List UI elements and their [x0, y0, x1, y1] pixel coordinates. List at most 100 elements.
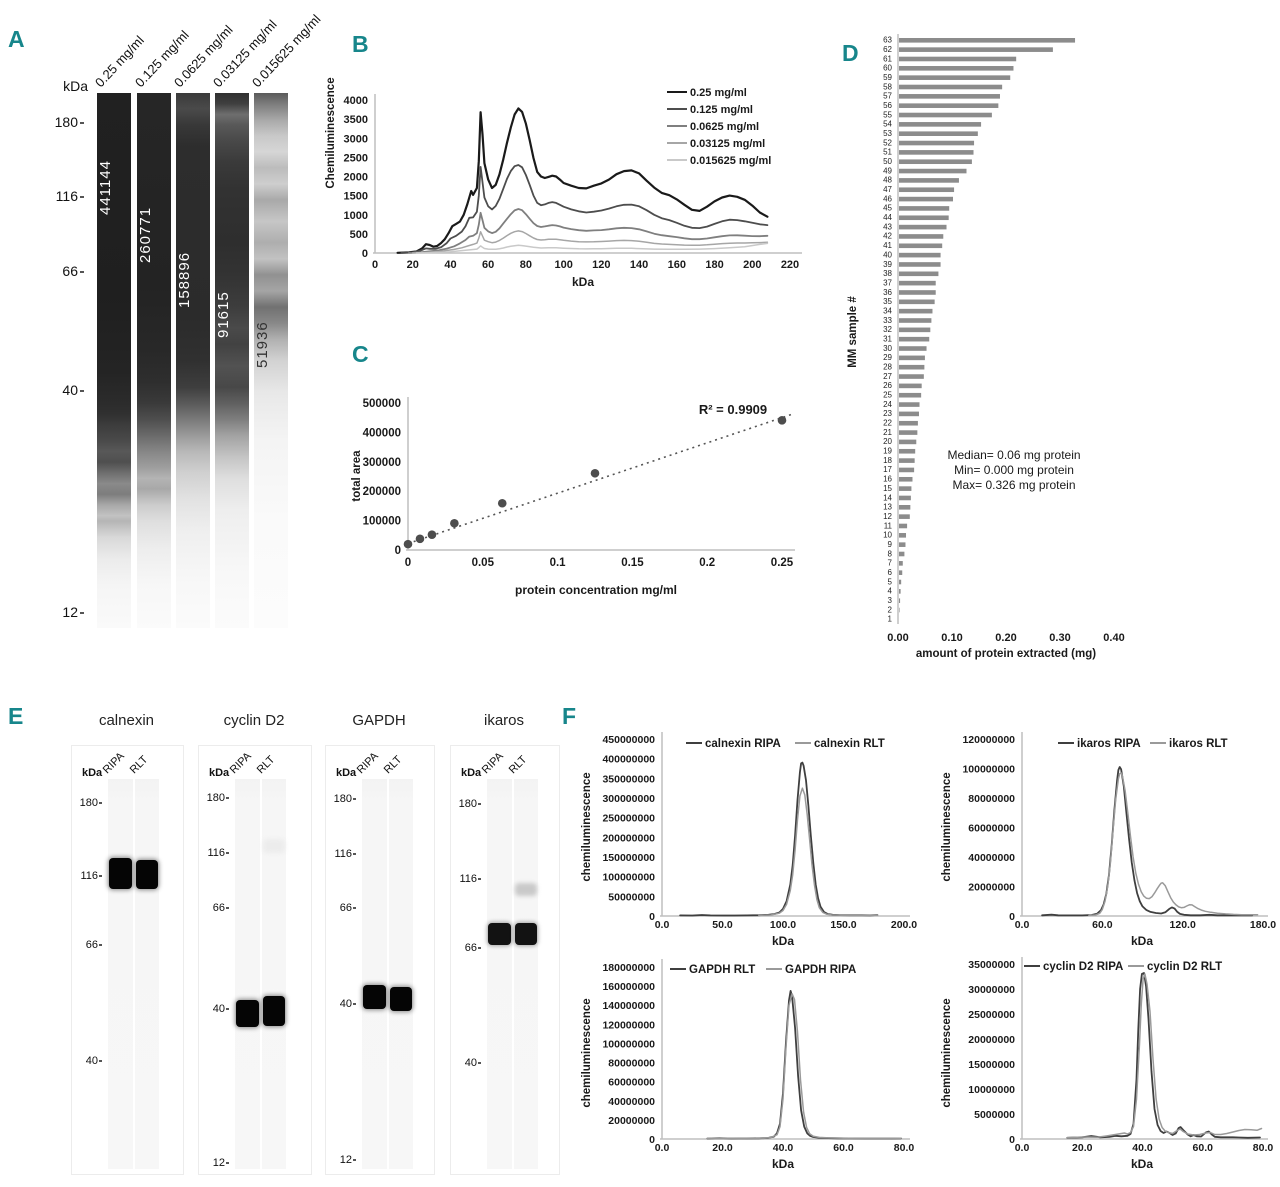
svg-text:GAPDH RLT: GAPDH RLT [689, 964, 755, 976]
svg-text:5000000: 5000000 [974, 1109, 1015, 1121]
svg-text:17: 17 [883, 465, 892, 474]
svg-text:26: 26 [883, 381, 892, 390]
svg-text:0.0: 0.0 [1015, 919, 1030, 931]
blot-cyclin-d2: kDa 180 116 66 40 12 RIPA RLT [198, 745, 312, 1175]
svg-text:54: 54 [883, 120, 892, 129]
svg-text:chemiluminescence: chemiluminescence [941, 998, 953, 1107]
mw-marker-116: 116 [328, 847, 356, 861]
svg-text:0.2: 0.2 [699, 557, 715, 569]
svg-text:300000000: 300000000 [602, 793, 655, 805]
panel-e-letter: E [8, 703, 24, 729]
svg-text:ikaros RIPA: ikaros RIPA [1077, 738, 1141, 750]
mw-marker-66: 66 [74, 938, 102, 952]
svg-text:32: 32 [883, 325, 892, 334]
mw-marker-180: 180 [453, 797, 481, 811]
svg-text:120.0: 120.0 [1170, 919, 1196, 931]
svg-text:protein concentration mg/ml: protein concentration mg/ml [515, 583, 677, 597]
svg-text:200: 200 [743, 259, 761, 271]
svg-text:chemiluminescence: chemiluminescence [941, 772, 953, 881]
svg-text:25000000: 25000000 [968, 1009, 1015, 1021]
svg-text:0.30: 0.30 [1049, 632, 1070, 644]
lane-area-value: 91615 [215, 291, 232, 339]
lane-header-ripa: RIPA [479, 750, 506, 777]
svg-text:45: 45 [883, 204, 892, 213]
marker-tick [80, 271, 84, 274]
svg-text:28: 28 [883, 363, 892, 372]
svg-text:160: 160 [668, 259, 686, 271]
panel-c-letter: C [352, 341, 369, 367]
svg-text:20.0: 20.0 [1072, 1142, 1093, 1154]
svg-text:0: 0 [649, 1134, 655, 1146]
svg-text:kDa: kDa [1131, 1157, 1153, 1171]
svg-text:50: 50 [883, 157, 892, 166]
svg-text:140000000: 140000000 [602, 1000, 655, 1012]
svg-text:2: 2 [888, 605, 893, 614]
gel-lane-2: 260771 [137, 93, 171, 628]
svg-text:35: 35 [883, 297, 892, 306]
svg-text:0.0: 0.0 [655, 1142, 670, 1154]
svg-text:0.05: 0.05 [472, 557, 495, 569]
svg-text:20000000: 20000000 [968, 1034, 1015, 1046]
svg-text:140: 140 [630, 259, 648, 271]
svg-text:0.1: 0.1 [550, 557, 567, 569]
svg-text:0.10: 0.10 [941, 632, 962, 644]
faint-band [263, 839, 285, 853]
mw-marker-180: 180 [44, 114, 84, 130]
svg-text:0: 0 [405, 557, 411, 569]
svg-text:12: 12 [883, 512, 892, 521]
svg-text:160000000: 160000000 [602, 981, 655, 993]
kda-unit-label: kDa [336, 767, 357, 779]
svg-text:3000: 3000 [344, 133, 368, 145]
svg-text:400000: 400000 [363, 427, 401, 439]
svg-text:200.0: 200.0 [891, 919, 917, 931]
svg-text:chemiluminescence: chemiluminescence [581, 772, 593, 881]
svg-text:50.0: 50.0 [712, 919, 733, 931]
marker-tick [80, 196, 84, 199]
svg-text:20: 20 [883, 437, 892, 446]
svg-text:100: 100 [554, 259, 572, 271]
svg-text:amount of protein extracted (m: amount of protein extracted (mg) [916, 648, 1096, 660]
svg-text:80000000: 80000000 [968, 793, 1015, 805]
svg-text:150000000: 150000000 [602, 852, 655, 864]
svg-text:0.015625 mg/ml: 0.015625 mg/ml [690, 155, 771, 167]
mw-marker-40: 40 [74, 1054, 102, 1068]
svg-text:29: 29 [883, 353, 892, 362]
mw-marker-116: 116 [453, 872, 481, 886]
svg-text:48: 48 [883, 176, 892, 185]
svg-text:calnexin RLT: calnexin RLT [814, 738, 885, 750]
svg-text:Max= 0.326 mg protein: Max= 0.326 mg protein [952, 478, 1075, 492]
mw-marker-12: 12 [328, 1153, 356, 1167]
svg-text:0.03125 mg/ml: 0.03125 mg/ml [690, 138, 765, 150]
svg-text:60000000: 60000000 [608, 1077, 655, 1089]
svg-text:53: 53 [883, 129, 892, 138]
mw-marker-66: 66 [44, 263, 84, 279]
svg-text:0.20: 0.20 [995, 632, 1016, 644]
blot-lane-ripa [235, 779, 260, 1169]
svg-text:60: 60 [482, 259, 494, 271]
svg-text:0: 0 [649, 911, 655, 923]
svg-text:0.40: 0.40 [1103, 632, 1124, 644]
svg-text:20000000: 20000000 [608, 1115, 655, 1127]
svg-text:38: 38 [883, 269, 892, 278]
svg-text:40: 40 [883, 250, 892, 259]
protein-band [263, 996, 285, 1026]
svg-text:60.0: 60.0 [833, 1142, 854, 1154]
svg-text:25: 25 [883, 391, 892, 400]
svg-text:ikaros RLT: ikaros RLT [1169, 738, 1228, 750]
svg-text:total area: total area [351, 450, 363, 502]
svg-text:3: 3 [888, 596, 893, 605]
svg-text:42: 42 [883, 232, 892, 241]
svg-text:200000: 200000 [363, 486, 401, 498]
svg-text:4: 4 [888, 587, 893, 596]
svg-text:23: 23 [883, 409, 892, 418]
svg-text:51: 51 [883, 148, 892, 157]
svg-text:10000000: 10000000 [968, 1084, 1015, 1096]
svg-text:Min= 0.000 mg protein: Min= 0.000 mg protein [954, 463, 1074, 477]
svg-text:1: 1 [888, 615, 893, 624]
svg-text:0.25 mg/ml: 0.25 mg/ml [690, 87, 747, 99]
svg-text:40000000: 40000000 [608, 1096, 655, 1108]
svg-text:200000000: 200000000 [602, 832, 655, 844]
svg-text:20000000: 20000000 [968, 882, 1015, 894]
svg-text:16: 16 [883, 475, 892, 484]
svg-text:15: 15 [883, 484, 892, 493]
